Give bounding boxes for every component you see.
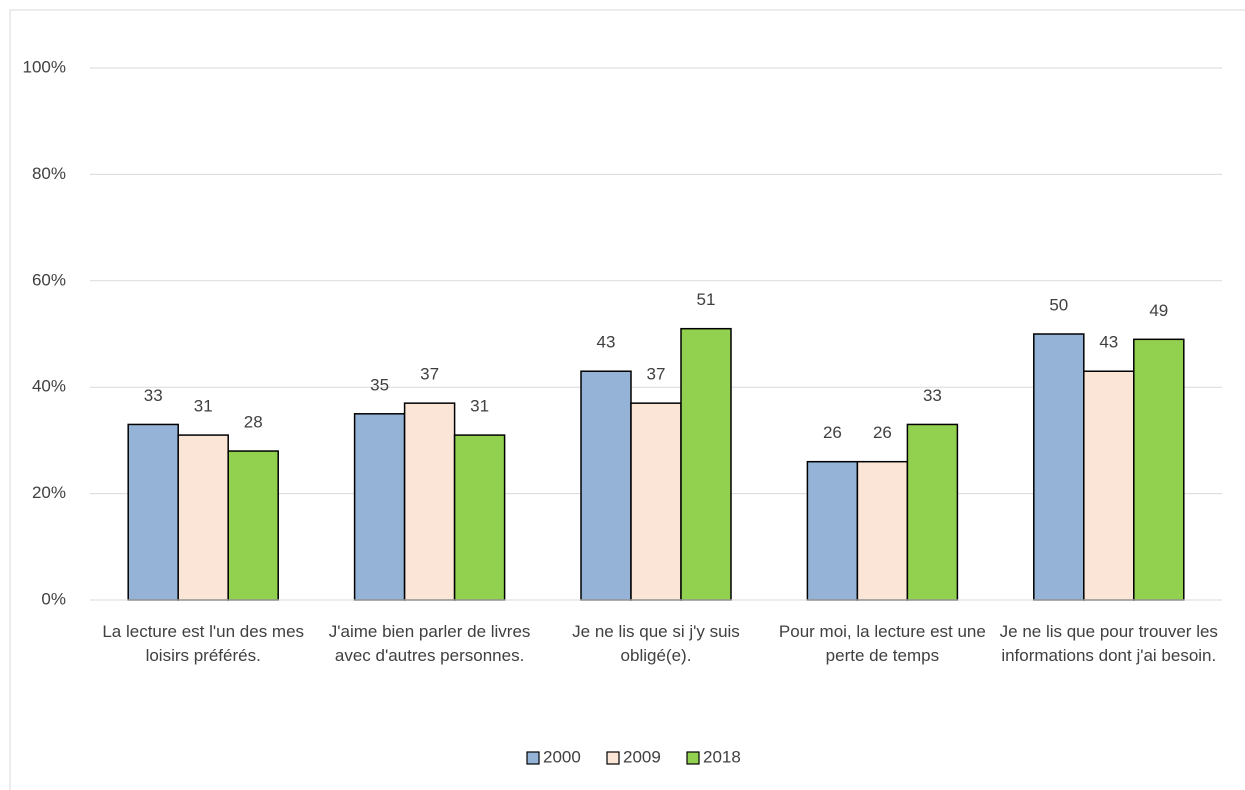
x-tick-label-box: J'aime bien parler de livres avec d'autr… <box>328 622 531 665</box>
data-label: 43 <box>1099 333 1118 352</box>
bar <box>453 434 506 601</box>
x-tick-label-box: Je ne lis que si j'y suis obligé(e). <box>572 622 740 665</box>
y-tick-label: 80% <box>32 164 66 183</box>
data-label: 31 <box>470 397 489 416</box>
x-tick-label: J'aime bien parler de livres avec d'autr… <box>328 622 531 665</box>
bar <box>1083 370 1135 601</box>
data-label: 31 <box>194 397 213 416</box>
bar <box>127 423 179 601</box>
data-label: 43 <box>597 333 616 352</box>
bar <box>856 460 909 601</box>
y-tick-label: 60% <box>32 270 66 289</box>
chart-border <box>9 9 1245 790</box>
legend-label: 2018 <box>703 747 741 766</box>
data-label: 33 <box>923 386 942 405</box>
data-label: 51 <box>697 290 716 309</box>
bar <box>353 413 406 601</box>
x-tick-label-box: La lecture est l'un des mes loisirs préf… <box>102 622 305 665</box>
bar <box>906 423 959 601</box>
y-tick-label: 20% <box>32 483 66 502</box>
x-tick-label-box: Pour moi, la lecture est une perte de te… <box>778 622 986 665</box>
bar <box>580 370 632 601</box>
data-label: 35 <box>370 375 389 394</box>
data-label: 28 <box>244 413 263 432</box>
bar <box>227 450 279 601</box>
bar <box>403 402 456 601</box>
data-label: 50 <box>1049 295 1068 314</box>
bar <box>630 402 682 601</box>
data-label: 37 <box>420 365 439 384</box>
y-tick-label: 100% <box>23 57 66 76</box>
data-label: 26 <box>823 423 842 442</box>
x-tick-label: Je ne lis que si j'y suis obligé(e). <box>572 622 740 665</box>
data-label: 37 <box>647 365 666 384</box>
legend-swatch <box>526 751 540 765</box>
data-label: 49 <box>1149 301 1168 320</box>
legend-swatch <box>686 751 700 765</box>
x-tick-label: Je ne lis que pour trouver les informati… <box>999 622 1218 665</box>
bar <box>177 434 229 601</box>
x-tick-label: Pour moi, la lecture est une perte de te… <box>778 622 986 665</box>
y-tick-label: 0% <box>41 589 66 608</box>
x-tick-label-box: Je ne lis que pour trouver les informati… <box>999 622 1218 665</box>
legend-label: 2009 <box>623 747 661 766</box>
y-tick-label: 40% <box>32 377 66 396</box>
data-label: 33 <box>144 386 163 405</box>
bar <box>806 460 859 601</box>
x-tick-label: La lecture est l'un des mes loisirs préf… <box>102 622 305 665</box>
data-label: 26 <box>873 423 892 442</box>
bar <box>1133 338 1185 601</box>
legend-swatch <box>606 751 620 765</box>
bar <box>1033 333 1085 601</box>
bar <box>680 327 732 601</box>
legend-label: 2000 <box>543 747 581 766</box>
